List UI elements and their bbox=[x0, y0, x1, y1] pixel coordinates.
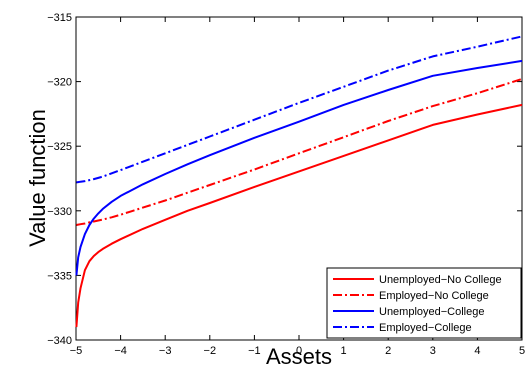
y-axis-label: Value function bbox=[25, 109, 50, 247]
legend-entry: Employed−College bbox=[379, 322, 472, 334]
y-tick-label: −325 bbox=[47, 141, 72, 153]
x-tick-label: 1 bbox=[341, 345, 347, 357]
x-tick-label: 2 bbox=[385, 345, 391, 357]
x-tick-label: 5 bbox=[519, 345, 525, 357]
x-tick-label: −4 bbox=[114, 345, 127, 357]
x-tick-label: −5 bbox=[70, 345, 83, 357]
y-tick-label: −340 bbox=[47, 335, 72, 347]
series-line bbox=[76, 35, 523, 184]
legend-entry: Employed−No College bbox=[379, 290, 489, 302]
y-tick-label: −335 bbox=[47, 270, 72, 282]
y-tick-label: −320 bbox=[47, 77, 72, 89]
y-tick-label: −330 bbox=[47, 206, 72, 218]
x-tick-label: −2 bbox=[204, 345, 217, 357]
y-tick-labels: −340 −335 −330 −325 −320 −315 bbox=[47, 12, 72, 347]
legend: Unemployed−No College Employed−No College… bbox=[326, 267, 522, 339]
series-line bbox=[75, 103, 523, 328]
x-tick-label: 3 bbox=[430, 345, 436, 357]
x-tick-label: 4 bbox=[474, 345, 480, 357]
series-lines bbox=[75, 35, 523, 328]
legend-entry: Unemployed−College bbox=[379, 306, 484, 318]
legend-entry: Unemployed−No College bbox=[379, 274, 502, 286]
x-tick-labels: −5 −4 −3 −2 −1 0 1 2 3 4 5 bbox=[70, 345, 525, 357]
series-line bbox=[75, 59, 523, 276]
y-tick-label: −315 bbox=[47, 12, 72, 24]
series-line bbox=[76, 78, 523, 226]
x-axis-label: Assets bbox=[266, 344, 332, 368]
x-tick-label: 0 bbox=[296, 345, 302, 357]
x-tick-label: −1 bbox=[248, 345, 261, 357]
x-tick-label: −3 bbox=[159, 345, 172, 357]
